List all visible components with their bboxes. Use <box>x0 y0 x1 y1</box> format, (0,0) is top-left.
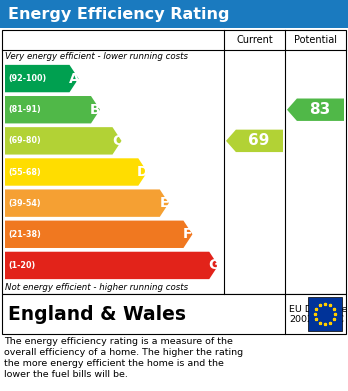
Text: 2002/91/EC: 2002/91/EC <box>289 314 344 323</box>
Text: Current: Current <box>236 35 273 45</box>
Polygon shape <box>5 252 218 279</box>
Text: (92-100): (92-100) <box>8 74 46 83</box>
Text: 69: 69 <box>248 133 270 148</box>
Bar <box>2 30 346 294</box>
Text: (1-20): (1-20) <box>8 261 35 270</box>
Polygon shape <box>5 190 169 217</box>
Polygon shape <box>287 99 344 121</box>
Text: Very energy efficient - lower running costs: Very energy efficient - lower running co… <box>5 52 188 61</box>
Text: the more energy efficient the home is and the: the more energy efficient the home is an… <box>4 359 224 368</box>
Text: E: E <box>159 196 169 210</box>
Polygon shape <box>226 130 283 152</box>
Text: The energy efficiency rating is a measure of the: The energy efficiency rating is a measur… <box>4 337 233 346</box>
Text: England & Wales: England & Wales <box>8 305 186 323</box>
Text: (69-80): (69-80) <box>8 136 41 145</box>
Text: Potential: Potential <box>294 35 337 45</box>
Text: Not energy efficient - higher running costs: Not energy efficient - higher running co… <box>5 283 188 292</box>
Text: (21-38): (21-38) <box>8 230 41 239</box>
Polygon shape <box>5 65 79 92</box>
Text: (39-54): (39-54) <box>8 199 41 208</box>
Bar <box>308 297 342 331</box>
Text: C: C <box>112 134 122 148</box>
Bar <box>2 294 346 334</box>
Polygon shape <box>5 96 100 124</box>
Text: (81-91): (81-91) <box>8 105 41 114</box>
Text: G: G <box>208 258 220 273</box>
Polygon shape <box>5 221 192 248</box>
Text: D: D <box>137 165 149 179</box>
Polygon shape <box>5 127 121 154</box>
Text: Energy Efficiency Rating: Energy Efficiency Rating <box>8 7 229 22</box>
Text: EU Directive: EU Directive <box>289 305 348 314</box>
Polygon shape <box>5 158 147 186</box>
Text: A: A <box>69 72 79 86</box>
Text: lower the fuel bills will be.: lower the fuel bills will be. <box>4 370 128 379</box>
Text: 83: 83 <box>309 102 331 117</box>
Bar <box>0 0 348 28</box>
Text: (55-68): (55-68) <box>8 167 41 176</box>
Text: B: B <box>90 103 101 117</box>
Text: F: F <box>183 227 193 241</box>
Text: overall efficiency of a home. The higher the rating: overall efficiency of a home. The higher… <box>4 348 243 357</box>
